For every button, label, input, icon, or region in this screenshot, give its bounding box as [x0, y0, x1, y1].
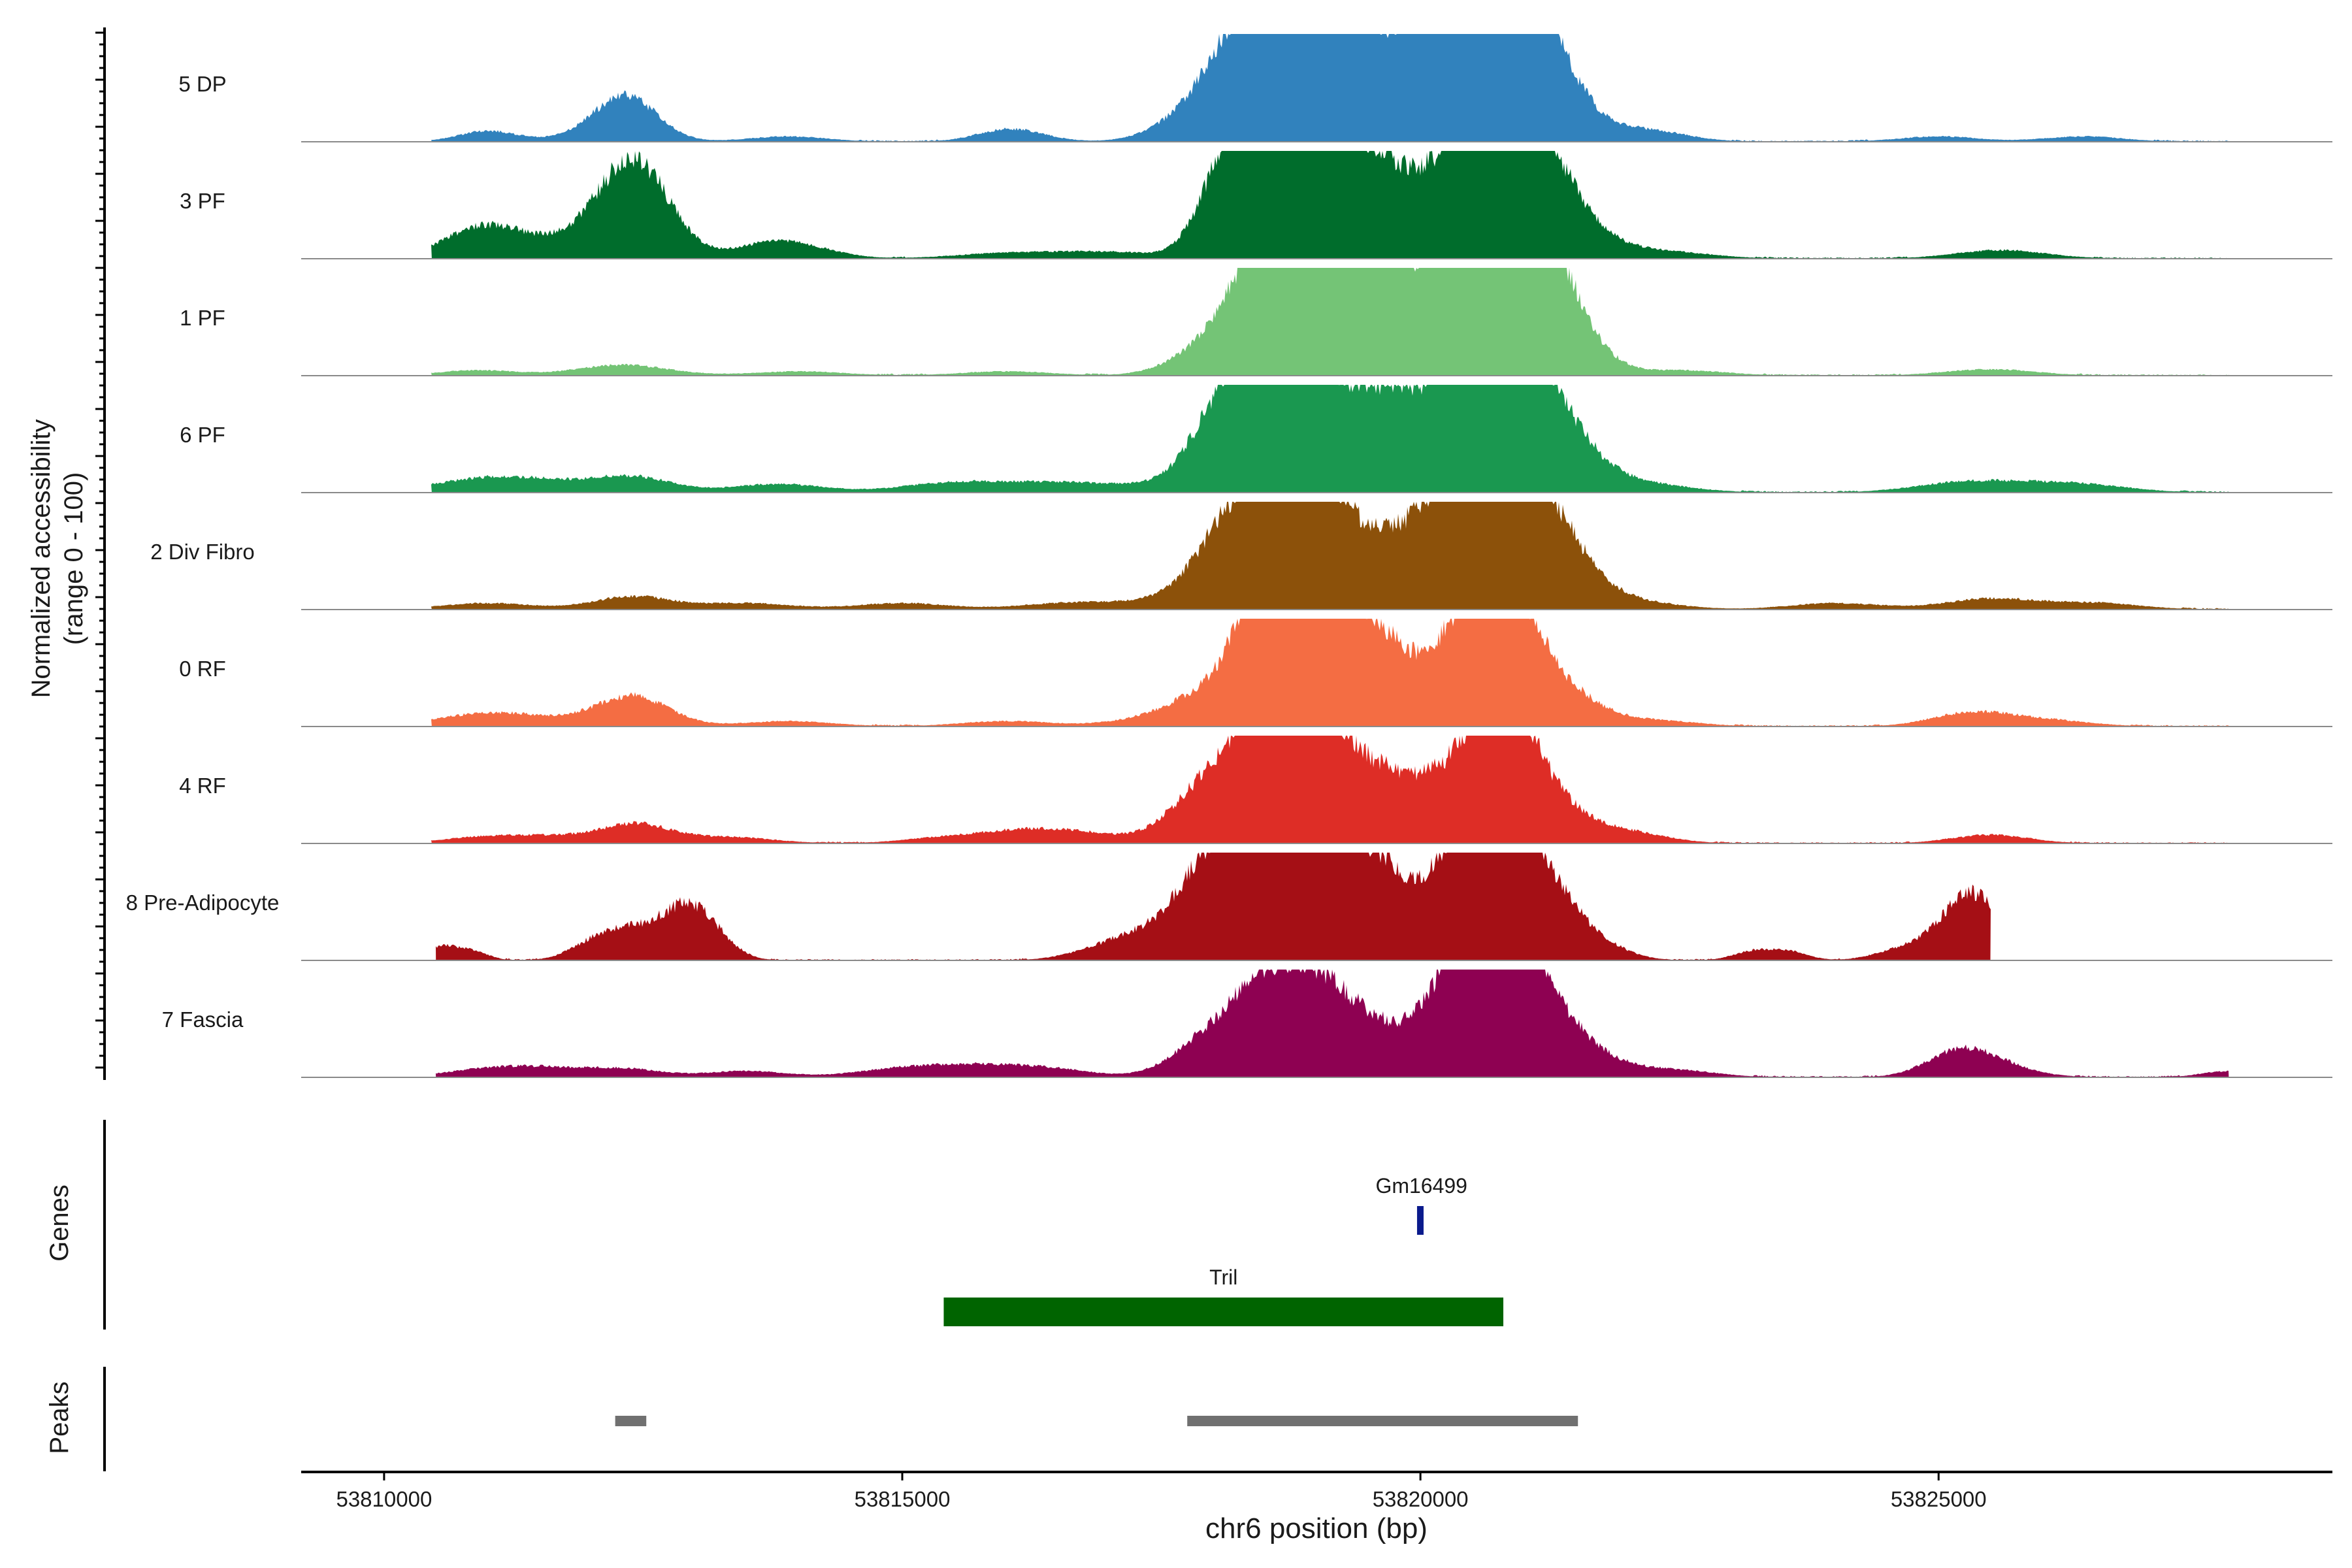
track-5-dp: 5 DP	[178, 34, 2332, 142]
track-label: 3 PF	[180, 189, 225, 213]
track-label: 4 RF	[179, 774, 226, 798]
track-area	[431, 736, 2229, 843]
track-area	[431, 34, 2229, 142]
track-label: 8 Pre-Adipocyte	[126, 890, 280, 915]
y-axis-label-line1: Normalized accessibility	[27, 419, 56, 698]
genes-track: Gm16499 Tril	[943, 1174, 1504, 1326]
x-tick-label: 53810000	[336, 1487, 432, 1511]
track-label: 2 Div Fibro	[150, 540, 255, 564]
peaks-track	[615, 1416, 1578, 1426]
gene-label: Gm16499	[1375, 1174, 1467, 1198]
x-axis-label: chr6 position (bp)	[1205, 1512, 1428, 1544]
track-label: 7 Fascia	[162, 1007, 244, 1032]
x-tick-label: 53815000	[855, 1487, 951, 1511]
coverage-tracks: 5 DP 3 PF 1 PF 6 PF 2 Div Fibro 0 RF 4 RF 8 Pre…	[126, 34, 2332, 1078]
track-area	[436, 853, 1991, 960]
track-7-fascia: 7 Fascia	[162, 970, 2332, 1078]
track-1-pf: 1 PF	[180, 268, 2332, 376]
peak-region	[1187, 1416, 1578, 1426]
track-area	[431, 385, 2229, 493]
gene-label: Tril	[1209, 1266, 1237, 1289]
track-area	[431, 619, 2229, 727]
gene-body	[1416, 1206, 1424, 1235]
track-area	[431, 268, 2229, 376]
track-label: 0 RF	[179, 657, 226, 681]
track-label: 1 PF	[180, 306, 225, 330]
track-label: 5 DP	[178, 72, 226, 96]
track-area	[436, 970, 2229, 1077]
x-tick-label: 53825000	[1891, 1487, 1987, 1511]
track-3-pf: 3 PF	[180, 151, 2332, 259]
track-area	[431, 151, 2229, 259]
x-tick-label: 53820000	[1373, 1487, 1469, 1511]
track-2-div-fibro: 2 Div Fibro	[150, 502, 2332, 610]
track-area	[431, 502, 2229, 610]
track-6-pf: 6 PF	[180, 385, 2332, 493]
track-8-pre-adipocyte: 8 Pre-Adipocyte	[126, 853, 2332, 961]
track-0-rf: 0 RF	[179, 619, 2332, 727]
gene-body	[943, 1298, 1504, 1326]
track-4-rf: 4 RF	[179, 736, 2332, 844]
track-label: 6 PF	[180, 423, 225, 447]
peak-region	[615, 1416, 647, 1426]
gene-tril: Tril	[943, 1266, 1504, 1326]
peaks-track-label: Peaks	[45, 1381, 74, 1454]
gene-gm16499: Gm16499	[1375, 1174, 1467, 1235]
genes-track-label: Genes	[45, 1184, 74, 1262]
coverage-y-ticks	[95, 31, 105, 1069]
x-axis-ticks: 53810000 53815000 53820000 53825000	[336, 1472, 1987, 1511]
y-axis-label-line2: (range 0 - 100)	[59, 472, 88, 645]
